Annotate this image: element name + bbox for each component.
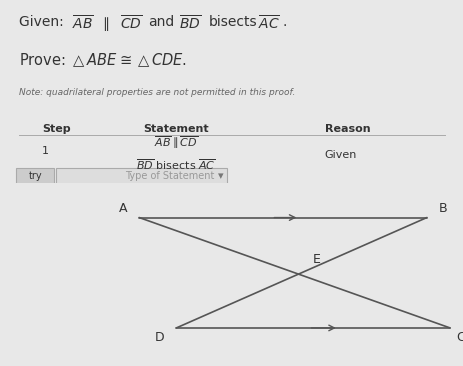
Text: and: and (148, 15, 175, 29)
Text: try: try (28, 171, 42, 181)
Text: Step: Step (42, 124, 70, 134)
Text: A: A (119, 202, 127, 215)
Text: 1: 1 (42, 146, 49, 156)
Text: C: C (455, 331, 463, 344)
Text: Statement: Statement (143, 124, 209, 134)
Text: D: D (155, 331, 164, 344)
FancyBboxPatch shape (16, 168, 54, 184)
Text: $\overline{CD}$: $\overline{CD}$ (119, 15, 142, 33)
Text: Type of Statement: Type of Statement (125, 171, 214, 181)
Text: $\overline{AB} \parallel \overline{CD}$: $\overline{AB} \parallel \overline{CD}$ (154, 134, 198, 151)
Text: $\overline{AB}$: $\overline{AB}$ (72, 15, 94, 33)
Text: bisects: bisects (208, 15, 257, 29)
Text: Note: quadrilateral properties are not permitted in this proof.: Note: quadrilateral properties are not p… (19, 88, 294, 97)
Text: .: . (282, 15, 286, 29)
Text: ▾: ▾ (217, 171, 223, 181)
Text: Prove: $\triangle ABE \cong \triangle CDE$.: Prove: $\triangle ABE \cong \triangle CD… (19, 51, 186, 69)
Text: Reason: Reason (324, 124, 369, 134)
Text: E: E (312, 253, 319, 266)
Text: $\overline{BD}$ bisects $\overline{AC}$: $\overline{BD}$ bisects $\overline{AC}$ (136, 157, 216, 172)
Text: Given:: Given: (19, 15, 68, 29)
FancyBboxPatch shape (56, 168, 227, 184)
Text: $\overline{AC}$: $\overline{AC}$ (257, 15, 279, 33)
Text: B: B (438, 202, 446, 215)
Text: Given: Given (324, 150, 357, 160)
Text: $\overline{BD}$: $\overline{BD}$ (178, 15, 200, 33)
Text: $\parallel$: $\parallel$ (100, 15, 109, 33)
